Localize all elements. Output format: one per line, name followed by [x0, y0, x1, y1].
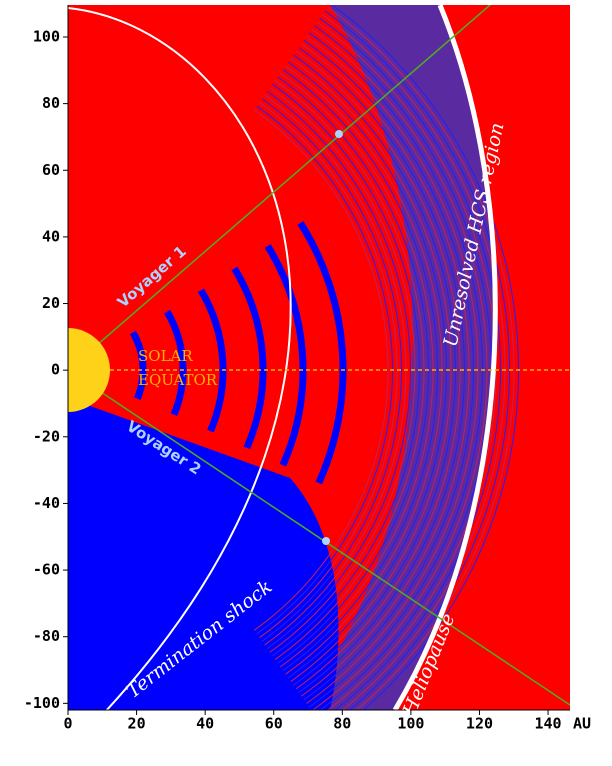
x-tick-label: 40 — [196, 715, 214, 733]
x-tick-label: 0 — [63, 715, 72, 733]
y-tick-label: -60 — [33, 561, 60, 579]
plot-area — [26, 4, 570, 737]
x-tick-label: 60 — [265, 715, 283, 733]
x-tick-label: 100 — [397, 715, 424, 733]
x-tick-label: 20 — [128, 715, 146, 733]
chart: Voyager 1 Voyager 2 SOLAR EQUATOR Unreso… — [0, 0, 612, 762]
x-unit: AU — [573, 715, 591, 733]
x-tick-label: 120 — [466, 715, 493, 733]
equator-label: EQUATOR — [138, 371, 218, 389]
y-tick-label: -80 — [33, 627, 60, 645]
y-tick-label: 20 — [42, 294, 60, 312]
voyager-2-craft — [322, 537, 330, 545]
equator-label: SOLAR — [138, 347, 193, 365]
y-tick-label: 100 — [33, 27, 60, 45]
y-tick-label: 40 — [42, 227, 60, 245]
y-tick-label: 80 — [42, 94, 60, 112]
y-tick-label: 60 — [42, 161, 60, 179]
voyager-1-craft — [335, 130, 343, 138]
x-tick-label: 80 — [333, 715, 351, 733]
y-tick-label: -100 — [24, 694, 60, 712]
y-tick-label: -40 — [33, 494, 60, 512]
y-tick-label: 0 — [51, 361, 60, 379]
y-tick-label: -20 — [33, 427, 60, 445]
x-tick-label: 140 — [535, 715, 562, 733]
